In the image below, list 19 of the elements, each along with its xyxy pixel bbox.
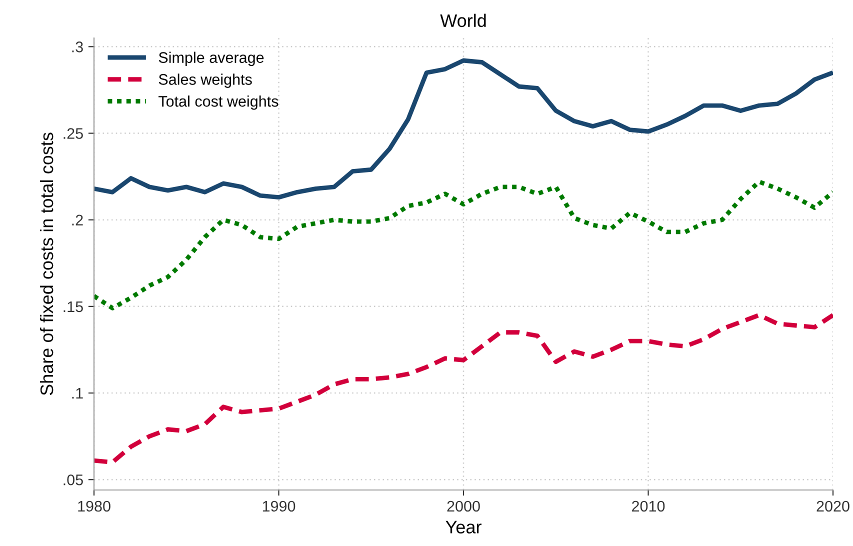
line-series <box>94 312 833 465</box>
y-tick-label: .15 <box>64 301 83 312</box>
x-tick-label: 2000 <box>447 500 480 512</box>
y-tick-label: .2 <box>72 214 83 226</box>
y-axis-title: Share of fixed costs in total costs <box>40 132 54 396</box>
x-tick-label: 2020 <box>816 500 850 512</box>
y-tick-label: .1 <box>72 388 83 399</box>
x-tick-label: 1990 <box>262 500 296 512</box>
legend-label: Sales weights <box>158 74 252 88</box>
y-tick-label: .3 <box>72 42 83 52</box>
y-tick-label: .25 <box>64 128 83 139</box>
legend-label: Simple average <box>158 52 264 66</box>
x-tick-label: 2010 <box>632 500 665 512</box>
x-axis-title: Year <box>446 520 482 534</box>
chart-title: World <box>440 14 486 28</box>
legend-label: Total cost weights <box>158 96 278 110</box>
x-tick-label: 1980 <box>78 500 110 512</box>
y-tick-label: .05 <box>64 474 83 486</box>
line-series <box>94 180 833 310</box>
